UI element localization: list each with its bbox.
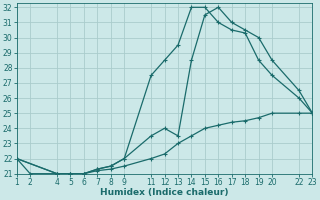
X-axis label: Humidex (Indice chaleur): Humidex (Indice chaleur) — [100, 188, 229, 197]
